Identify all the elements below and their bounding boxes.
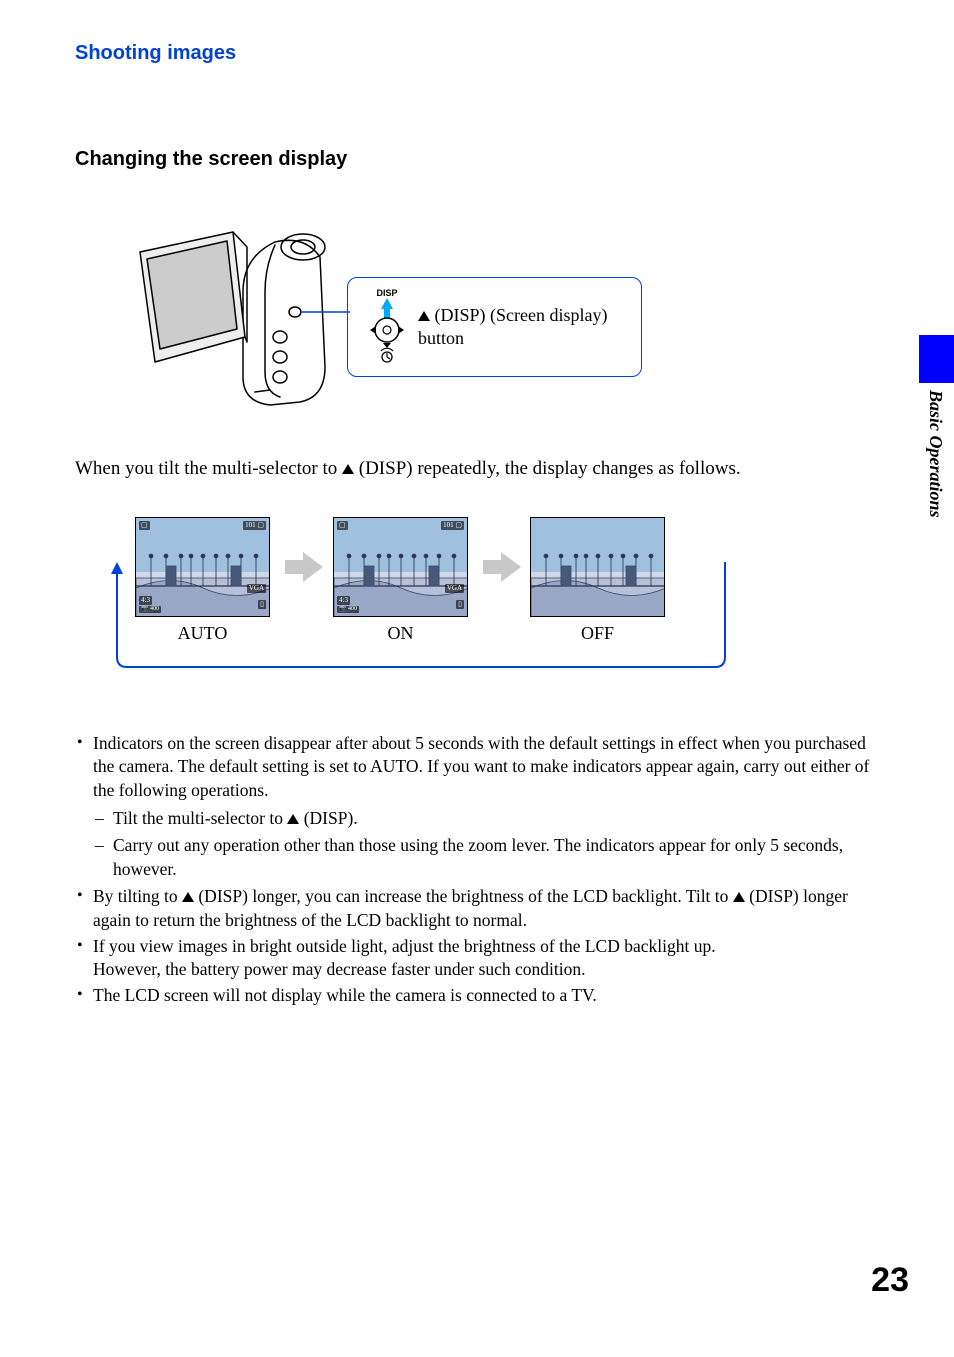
osd-indicator: 📷 400 [139, 606, 161, 614]
list-item: Carry out any operation other than those… [93, 834, 884, 881]
osd-indicator: 4:3 [139, 596, 152, 605]
state-label: AUTO [135, 622, 270, 645]
side-section-label: Basic Operations [924, 390, 947, 518]
camera-diagram: DISP (DISP) (Screen display) button [75, 197, 884, 427]
list-item: By tilting to (DISP) longer, you can inc… [75, 885, 884, 932]
osd-indicator: ▢ [139, 521, 150, 530]
arrow-right-icon [483, 552, 523, 582]
up-triangle-icon [287, 814, 299, 824]
osd-indicator: 4:3 [337, 596, 350, 605]
scenery-icon [136, 518, 270, 617]
state-label: OFF [530, 622, 665, 645]
display-states-diagram: ▢ 101 ▢ 4:3 VGA 📷 400 ▯ AUTO ▢ 101 ▢ 4:3 VGA 📷 400… [75, 512, 884, 692]
osd-indicator: 📷 400 [337, 606, 359, 614]
up-triangle-icon [342, 464, 354, 474]
breadcrumb: Shooting images [75, 40, 884, 66]
section-tab [919, 335, 954, 383]
screen-thumbnail: ▢ 101 ▢ 4:3 VGA 📷 400 ▯ [135, 517, 270, 617]
state-label: ON [333, 622, 468, 645]
up-triangle-icon [418, 311, 430, 321]
list-item: If you view images in bright outside lig… [75, 935, 884, 982]
osd-indicator: VGA [445, 584, 464, 593]
list-item: The LCD screen will not display while th… [75, 984, 884, 1008]
callout-text: (DISP) (Screen display) button [418, 304, 629, 351]
camera-illustration [125, 197, 355, 427]
up-triangle-icon [733, 892, 745, 902]
scenery-icon [531, 518, 665, 617]
osd-indicator: VGA [247, 584, 266, 593]
scenery-icon [334, 518, 468, 617]
screen-thumbnail: ▢ 101 ▢ 4:3 VGA 📷 400 ▯ [333, 517, 468, 617]
arrow-right-icon [285, 552, 325, 582]
section-title: Changing the screen display [75, 146, 884, 172]
screen-thumbnail [530, 517, 665, 617]
osd-indicator: 101 ▢ [441, 521, 464, 530]
notes-list: Indicators on the screen disappear after… [75, 732, 884, 1008]
osd-indicator: ▯ [258, 600, 266, 609]
page-number: 23 [871, 1258, 909, 1302]
osd-indicator: ▯ [456, 600, 464, 609]
list-item: Indicators on the screen disappear after… [75, 732, 884, 882]
osd-indicator: 101 ▢ [243, 521, 266, 530]
intro-paragraph: When you tilt the multi-selector to (DIS… [75, 457, 884, 482]
svg-text:DISP: DISP [376, 288, 397, 298]
osd-indicator: ▢ [337, 521, 348, 530]
callout-box: DISP (DISP) (Screen display) button [347, 277, 642, 377]
multi-selector-icon: DISP [356, 286, 418, 366]
list-item: Tilt the multi-selector to (DISP). [93, 807, 884, 831]
up-triangle-icon [182, 892, 194, 902]
